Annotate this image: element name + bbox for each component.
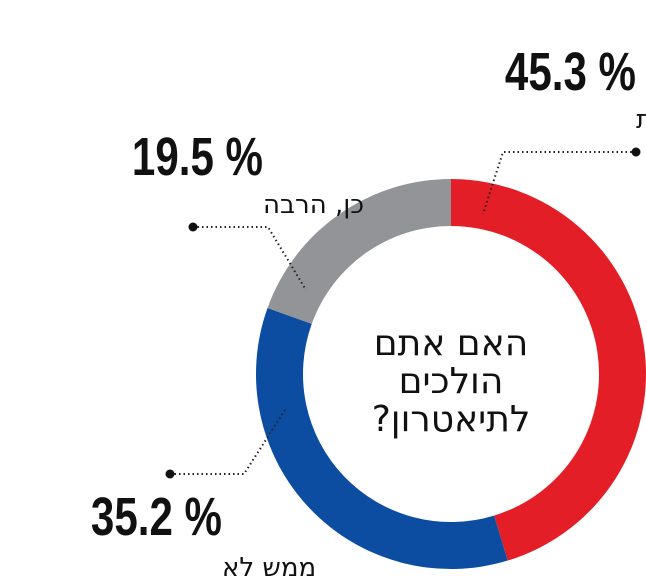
data-label-blue-value: 35.2 % <box>91 487 222 547</box>
center-title-line-1: האם אתם <box>374 323 529 364</box>
data-label-gray-value: 19.5 % <box>132 127 263 187</box>
donut-slice-2 <box>267 178 451 324</box>
leader-dot-blue <box>165 469 175 479</box>
center-title-line-2: הולכים <box>399 361 504 402</box>
data-label-red-name: פעמים ספורות <box>636 105 646 135</box>
center-title-line-3: לתיאטרון? <box>372 399 531 440</box>
data-label-red-value: 45.3 % <box>505 42 636 102</box>
donut-slice-0 <box>451 179 646 561</box>
data-label-gray-name: כן, הרבה <box>263 190 364 220</box>
donut-slice-1 <box>256 307 508 569</box>
donut-slices <box>256 178 646 569</box>
leader-line-red <box>482 151 636 215</box>
data-label-blue-name: ממש לא <box>222 553 316 583</box>
center-title: האם אתם הולכים לתיאטרון? <box>372 323 531 440</box>
leader-dot-gray <box>188 222 198 232</box>
leader-dot-red <box>631 147 641 157</box>
